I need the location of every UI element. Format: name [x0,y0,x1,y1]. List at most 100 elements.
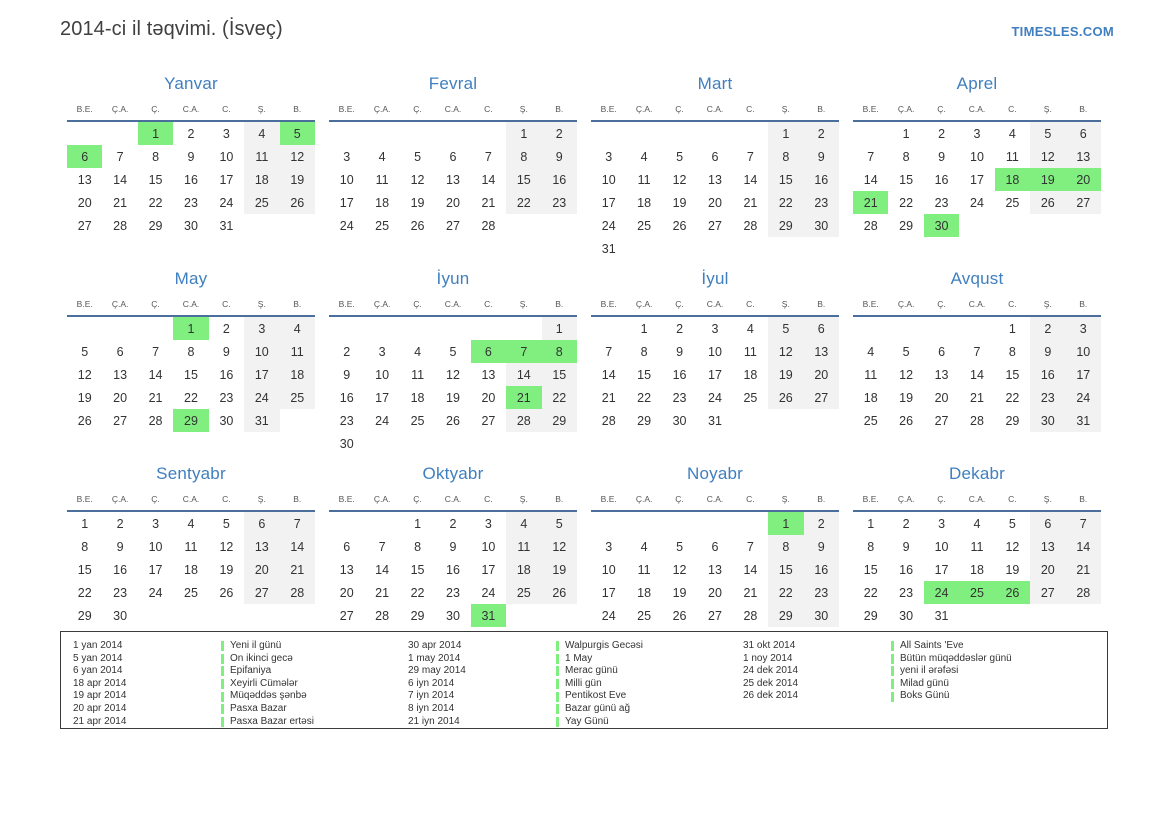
day-cell[interactable]: 30 [803,604,839,627]
day-cell[interactable]: 8 [81,539,89,554]
day-cell-holiday[interactable]: 31 [470,604,507,627]
day-cell[interactable]: 12 [672,172,687,187]
day-cell[interactable]: 30 [803,214,839,237]
day-cell[interactable]: 16 [934,172,949,187]
day-cell[interactable]: 5 [414,149,422,164]
day-cell[interactable]: 17 [481,562,496,577]
day-cell[interactable]: 20 [803,363,839,386]
day-cell[interactable]: 16 [803,168,839,191]
day-cell[interactable]: 8 [640,344,648,359]
day-cell[interactable]: 27 [244,581,280,604]
day-cell[interactable]: 23 [339,413,354,428]
day-cell[interactable]: 17 [708,367,722,382]
day-cell[interactable]: 27 [708,218,722,233]
day-cell[interactable]: 11 [1005,149,1019,164]
day-cell[interactable]: 1 [902,126,910,141]
day-cell[interactable]: 29 [768,604,804,627]
day-cell[interactable]: 14 [743,172,758,187]
day-cell[interactable]: 24 [708,390,722,405]
day-cell-holiday[interactable]: 6 [470,340,507,363]
day-cell[interactable]: 10 [601,172,616,187]
day-cell[interactable]: 14 [148,367,163,382]
day-cell[interactable]: 29 [77,608,92,623]
day-cell[interactable]: 12 [672,562,687,577]
day-cell[interactable]: 21 [148,390,163,405]
day-cell[interactable]: 1 [867,516,875,531]
day-cell[interactable]: 22 [506,191,542,214]
day-cell[interactable]: 2 [676,321,684,336]
day-cell[interactable]: 22 [1005,390,1020,405]
day-cell[interactable]: 1 [414,516,422,531]
day-cell[interactable]: 26 [1030,191,1066,214]
day-cell-holiday[interactable]: 26 [994,581,1031,604]
day-cell[interactable]: 14 [113,172,128,187]
day-cell[interactable]: 2 [343,344,351,359]
day-cell[interactable]: 3 [605,149,613,164]
day-cell[interactable]: 21 [743,585,758,600]
day-cell[interactable]: 13 [708,562,722,577]
day-cell[interactable]: 22 [541,386,577,409]
day-cell[interactable]: 4 [867,344,875,359]
day-cell[interactable]: 16 [1030,363,1066,386]
day-cell[interactable]: 5 [449,344,457,359]
day-cell[interactable]: 27 [803,386,839,409]
day-cell[interactable]: 17 [375,390,390,405]
day-cell[interactable]: 22 [768,581,804,604]
day-cell[interactable]: 27 [481,413,496,428]
day-cell[interactable]: 12 [77,367,92,382]
day-cell[interactable]: 21 [601,390,616,405]
day-cell[interactable]: 13 [481,367,496,382]
day-cell[interactable]: 15 [1005,367,1020,382]
day-cell[interactable]: 5 [1030,121,1066,145]
day-cell[interactable]: 25 [863,413,878,428]
day-cell[interactable]: 1 [506,121,542,145]
day-cell[interactable]: 26 [77,413,92,428]
day-cell[interactable]: 19 [77,390,92,405]
day-cell[interactable]: 8 [152,149,160,164]
day-cell[interactable]: 4 [378,149,386,164]
day-cell[interactable]: 20 [934,390,949,405]
day-cell[interactable]: 18 [970,562,984,577]
day-cell[interactable]: 12 [446,367,460,382]
day-cell[interactable]: 9 [803,535,839,558]
day-cell[interactable]: 20 [481,390,496,405]
day-cell[interactable]: 20 [708,195,722,210]
day-cell[interactable]: 17 [934,562,949,577]
day-cell[interactable]: 9 [902,539,910,554]
day-cell[interactable]: 24 [244,386,280,409]
day-cell[interactable]: 4 [746,321,754,336]
day-cell[interactable]: 7 [378,539,386,554]
day-cell[interactable]: 3 [378,344,386,359]
day-cell[interactable]: 11 [375,172,389,187]
day-cell[interactable]: 15 [148,172,163,187]
day-cell[interactable]: 17 [219,172,234,187]
day-cell[interactable]: 16 [446,562,460,577]
day-cell[interactable]: 28 [743,608,758,623]
day-cell[interactable]: 6 [1065,121,1101,145]
day-cell[interactable]: 18 [184,562,198,577]
day-cell[interactable]: 15 [863,562,878,577]
day-cell[interactable]: 2 [541,121,577,145]
day-cell-holiday[interactable]: 29 [173,409,209,432]
day-cell[interactable]: 7 [973,344,981,359]
day-cell[interactable]: 11 [637,562,651,577]
day-cell[interactable]: 11 [743,344,757,359]
day-cell[interactable]: 13 [77,172,92,187]
day-cell[interactable]: 2 [902,516,910,531]
day-cell[interactable]: 23 [803,191,839,214]
day-cell[interactable]: 12 [1030,145,1066,168]
day-cell[interactable]: 28 [148,413,163,428]
day-cell[interactable]: 25 [637,608,652,623]
day-cell[interactable]: 4 [640,539,648,554]
day-cell[interactable]: 10 [1065,340,1101,363]
day-cell[interactable]: 15 [77,562,92,577]
day-cell-holiday[interactable]: 30 [923,214,960,237]
day-cell[interactable]: 22 [77,585,92,600]
day-cell[interactable]: 29 [768,214,804,237]
day-cell[interactable]: 28 [506,409,542,432]
day-cell[interactable]: 3 [938,516,946,531]
day-cell[interactable]: 26 [899,413,914,428]
day-cell[interactable]: 2 [803,511,839,535]
day-cell-holiday[interactable]: 21 [853,191,889,214]
day-cell[interactable]: 19 [899,390,914,405]
